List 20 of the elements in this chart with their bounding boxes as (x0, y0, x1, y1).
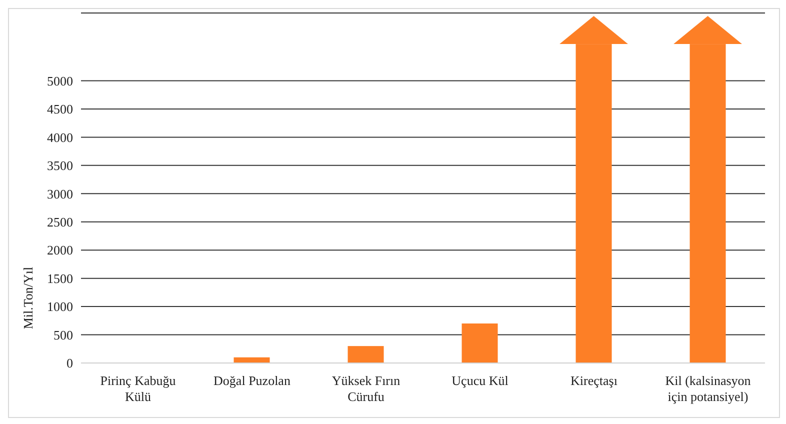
y-tick-label: 500 (54, 327, 73, 342)
bar (348, 346, 384, 363)
y-tick-label: 4500 (47, 102, 73, 117)
bar (462, 323, 498, 363)
y-tick-label: 3500 (47, 158, 73, 174)
y-tick-label: 2000 (47, 242, 73, 258)
y-axis-title: Mil.Ton/Yıl (20, 266, 36, 330)
y-tick-label: 3000 (47, 186, 73, 202)
y-tick-label: 2500 (47, 214, 73, 230)
x-tick-label: Doğal Puzolan (214, 373, 291, 388)
x-tick-label: Kireçtaşı (570, 373, 618, 388)
x-tick-label: Pirinç Kabuğu Külü (100, 373, 176, 404)
y-tick-label: 1000 (47, 299, 73, 314)
y-tick-label: 0 (66, 356, 73, 371)
x-tick-label: Yüksek Fırın Cürufu (332, 373, 401, 404)
x-tick-label: Kil (kalsinasyon için potansiyel) (665, 373, 752, 404)
y-tick-label: 1500 (47, 270, 73, 286)
x-tick-label: Uçucu Kül (452, 373, 509, 388)
y-tick-label: 4000 (47, 130, 73, 145)
y-tick-label: 5000 (47, 73, 73, 88)
